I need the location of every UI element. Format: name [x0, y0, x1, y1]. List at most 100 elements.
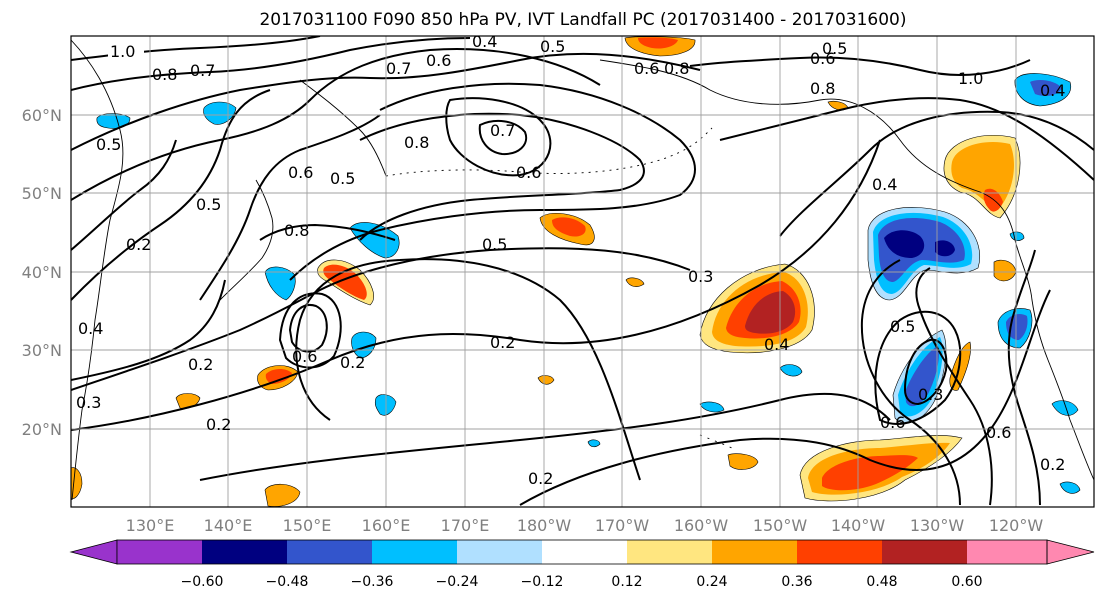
pv-contour: [71, 89, 271, 301]
positive-anomaly-patch: [625, 277, 645, 287]
lon-label: 180°W: [517, 516, 572, 535]
positive-anomaly-patch: [745, 291, 796, 334]
contour-label: 0.6: [288, 163, 313, 182]
contour-label: 0.4: [1040, 81, 1065, 100]
contour-label: 0.4: [764, 335, 789, 354]
colorbar-segment: [712, 540, 797, 564]
positive-anomaly-patch: [552, 217, 586, 237]
positive-anomaly-patch: [71, 467, 83, 499]
contour-label: 0.2: [206, 415, 231, 434]
contour-label: 0.8: [152, 65, 177, 84]
colorbar-tick-label: −0.36: [351, 574, 394, 590]
lon-label: 130°W: [910, 516, 965, 535]
contour-label: 0.5: [330, 169, 355, 188]
lon-label: 160°E: [362, 516, 411, 535]
contour-label: 0.2: [188, 355, 213, 374]
latitude-labels: 60°N 50°N 40°N 30°N 20°N: [22, 106, 62, 439]
contour-label: 0.8: [284, 221, 309, 240]
pv-contour: [359, 112, 645, 241]
map-background: [71, 36, 1094, 507]
lat-label: 30°N: [22, 341, 62, 360]
pv-contour: [860, 259, 961, 506]
colorbar-segment: [542, 540, 627, 564]
pv-contour: [71, 279, 226, 381]
map-title: 2017031100 F090 850 hPa PV, IVT Landfall…: [259, 10, 906, 30]
positive-anomaly-patch: [983, 188, 1003, 212]
map-panel: 1.0 0.8 0.7 0.4 0.5 0.6 0.7 0.6 0.8 0.5 …: [70, 32, 1095, 508]
coastline-asia: [71, 39, 124, 501]
colorbar-segment: [287, 540, 372, 564]
negative-anomaly-patch: [935, 240, 955, 257]
pv-contour: [779, 110, 1094, 237]
contour-label: 0.2: [528, 469, 553, 488]
pv-contour: [295, 258, 641, 481]
negative-anomaly-patch: [96, 113, 131, 129]
positive-anomaly-patch: [265, 368, 292, 384]
lat-label: 60°N: [22, 106, 62, 125]
colorbar-extend-min: [69, 539, 118, 565]
graticule: [71, 36, 1094, 507]
lon-label: 170°W: [595, 516, 650, 535]
contour-label: 0.5: [890, 317, 915, 336]
pv-contour: [1007, 249, 1041, 506]
lon-label: 140°W: [831, 516, 886, 535]
pv-contour: [71, 52, 701, 151]
contour-label: 0.5: [822, 39, 847, 58]
contour-label: 0.2: [490, 333, 515, 352]
pv-contour: [71, 37, 471, 91]
colorbar-tick-label: 0.48: [866, 574, 897, 590]
pv-contour: [199, 392, 891, 481]
lon-label: 130°E: [126, 516, 175, 535]
contour-label: 0.7: [386, 59, 411, 78]
pv-contour: [71, 247, 691, 391]
negative-anomaly-patch: [264, 266, 296, 301]
positive-anomaly-patch: [537, 375, 555, 385]
colorbar-tick-label: 0.24: [696, 574, 727, 590]
coastline-japan: [219, 179, 274, 301]
contour-label: 0.8: [664, 59, 689, 78]
colorbar-tick-label: 0.12: [611, 574, 642, 590]
ivt-anomaly-shading: [71, 36, 1081, 507]
pv-contours: [71, 36, 1094, 506]
pv-contour: [874, 310, 962, 425]
pv-contour: [915, 267, 993, 506]
contour-label: 0.6: [880, 413, 905, 432]
contour-label: 0.2: [340, 353, 365, 372]
colorbar-tick-label: −0.12: [521, 574, 564, 590]
colorbar-segment: [882, 540, 967, 564]
colorbar-extend-max: [1046, 539, 1095, 565]
pv-contour: [903, 338, 948, 406]
colorbar-segment: [457, 540, 542, 564]
contour-label: 0.5: [540, 37, 565, 56]
positive-anomaly-patch: [638, 37, 678, 49]
contour-label: 0.3: [688, 267, 713, 286]
pv-contour: [71, 139, 177, 251]
pv-contour: [278, 292, 342, 369]
contour-label: 0.3: [76, 393, 101, 412]
colorbar-tick-label: 0.60: [951, 574, 982, 590]
positive-anomaly-patch: [822, 455, 918, 491]
contour-label: 0.5: [482, 235, 507, 254]
negative-anomaly-patch: [779, 364, 803, 377]
longitude-labels: 130°E 140°E 150°E 160°E 170°E 180°W 170°…: [126, 516, 1044, 535]
colorbar-segment: [117, 540, 202, 564]
contour-label: 1.0: [110, 42, 135, 61]
negative-anomaly-patch: [699, 401, 725, 413]
pv-contour: [71, 36, 321, 61]
contour-label: 0.4: [872, 175, 897, 194]
colorbar-segment: [967, 540, 1047, 564]
lon-label: 160°W: [674, 516, 729, 535]
pv-contour: [689, 56, 1031, 76]
contour-label: 0.6: [634, 59, 659, 78]
colorbar-tick-label: −0.24: [436, 574, 479, 590]
negative-anomaly-patch: [587, 439, 601, 448]
positive-anomaly-patch: [323, 264, 367, 300]
colorbar-tick-label: −0.60: [181, 574, 224, 590]
contour-labels: 1.0 0.8 0.7 0.4 0.5 0.6 0.7 0.6 0.8 0.5 …: [76, 32, 1065, 488]
colorbar-segment: [627, 540, 712, 564]
lon-label: 150°W: [753, 516, 808, 535]
colorbar-segment: [202, 540, 287, 564]
contour-label: 0.2: [126, 235, 151, 254]
lat-label: 20°N: [22, 420, 62, 439]
contour-label: 0.4: [472, 32, 497, 51]
